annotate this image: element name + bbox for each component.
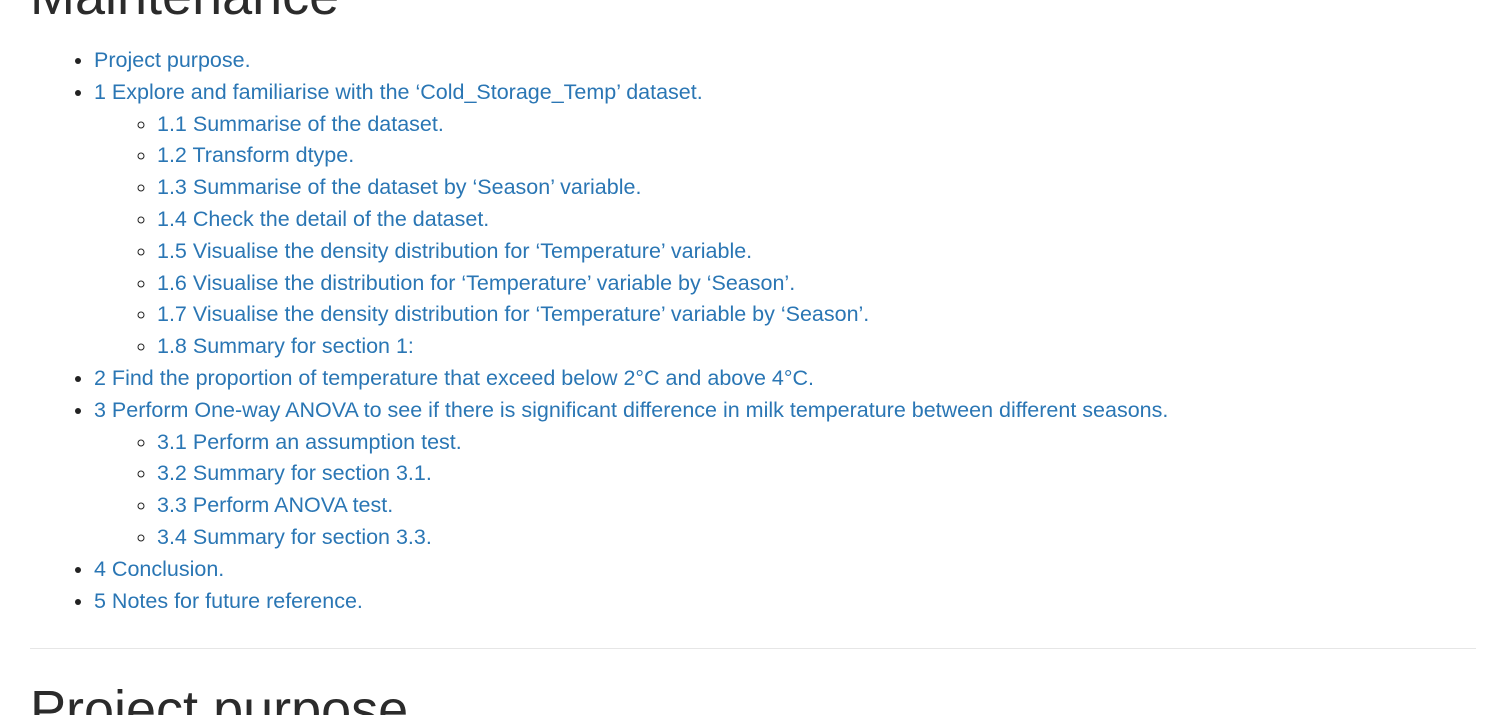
toc-subitem: 3.3 Perform ANOVA test. (157, 490, 1168, 522)
toc-item: 1 Explore and familiarise with the ‘Cold… (94, 77, 1168, 363)
toc-link-section-1[interactable]: 1 Explore and familiarise with the ‘Cold… (94, 79, 703, 104)
section-heading-maintenance: Maintenance (30, 0, 339, 26)
toc-subitem: 3.2 Summary for section 3.1. (157, 458, 1168, 490)
toc-subitem: 3.4 Summary for section 3.3. (157, 522, 1168, 554)
toc-link-section-2[interactable]: 2 Find the proportion of temperature tha… (94, 365, 814, 390)
toc-subitem: 1.5 Visualise the density distribution f… (157, 236, 1168, 268)
toc-link-1-1[interactable]: 1.1 Summarise of the dataset. (157, 111, 444, 136)
toc-subitem: 3.1 Perform an assumption test. (157, 427, 1168, 459)
toc-item: 2 Find the proportion of temperature tha… (94, 363, 1168, 395)
toc-item: 4 Conclusion. (94, 554, 1168, 586)
toc-link-1-5[interactable]: 1.5 Visualise the density distribution f… (157, 238, 753, 263)
toc-link-section-5[interactable]: 5 Notes for future reference. (94, 588, 363, 613)
toc-item: Project purpose. (94, 45, 1168, 77)
toc-link-3-4[interactable]: 3.4 Summary for section 3.3. (157, 524, 432, 549)
toc-sublist-section-3: 3.1 Perform an assumption test. 3.2 Summ… (94, 427, 1168, 554)
toc-link-1-3[interactable]: 1.3 Summarise of the dataset by ‘Season’… (157, 175, 642, 200)
toc-link-3-1[interactable]: 3.1 Perform an assumption test. (157, 429, 462, 454)
toc-subitem: 1.3 Summarise of the dataset by ‘Season’… (157, 172, 1168, 204)
toc-item: 3 Perform One-way ANOVA to see if there … (94, 395, 1168, 554)
toc-link-project-purpose[interactable]: Project purpose. (94, 48, 251, 72)
toc-link-section-3[interactable]: 3 Perform One-way ANOVA to see if there … (94, 397, 1169, 422)
toc-link-1-8[interactable]: 1.8 Summary for section 1: (157, 334, 414, 359)
toc-sublist-section-1: 1.1 Summarise of the dataset. 1.2 Transf… (94, 109, 1168, 363)
table-of-contents: Project purpose. 1 Explore and familiari… (30, 45, 1168, 617)
toc-subitem: 1.1 Summarise of the dataset. (157, 109, 1168, 141)
section-heading-project-purpose: Project purpose (30, 680, 409, 715)
toc-subitem: 1.2 Transform dtype. (157, 140, 1168, 172)
toc-link-1-2[interactable]: 1.2 Transform dtype. (157, 143, 355, 168)
toc-link-1-7[interactable]: 1.7 Visualise the density distribution f… (157, 302, 870, 327)
toc-subitem: 1.4 Check the detail of the dataset. (157, 204, 1168, 236)
toc-link-section-4[interactable]: 4 Conclusion. (94, 556, 225, 581)
toc-link-1-4[interactable]: 1.4 Check the detail of the dataset. (157, 206, 490, 231)
toc-link-1-6[interactable]: 1.6 Visualise the distribution for ‘Temp… (157, 270, 796, 295)
toc-link-3-3[interactable]: 3.3 Perform ANOVA test. (157, 493, 394, 518)
toc-link-3-2[interactable]: 3.2 Summary for section 3.1. (157, 461, 432, 486)
toc-item: 5 Notes for future reference. (94, 586, 1168, 618)
section-divider (30, 648, 1476, 649)
toc-subitem: 1.6 Visualise the distribution for ‘Temp… (157, 268, 1168, 300)
toc-subitem: 1.8 Summary for section 1: (157, 331, 1168, 363)
toc-subitem: 1.7 Visualise the density distribution f… (157, 299, 1168, 331)
